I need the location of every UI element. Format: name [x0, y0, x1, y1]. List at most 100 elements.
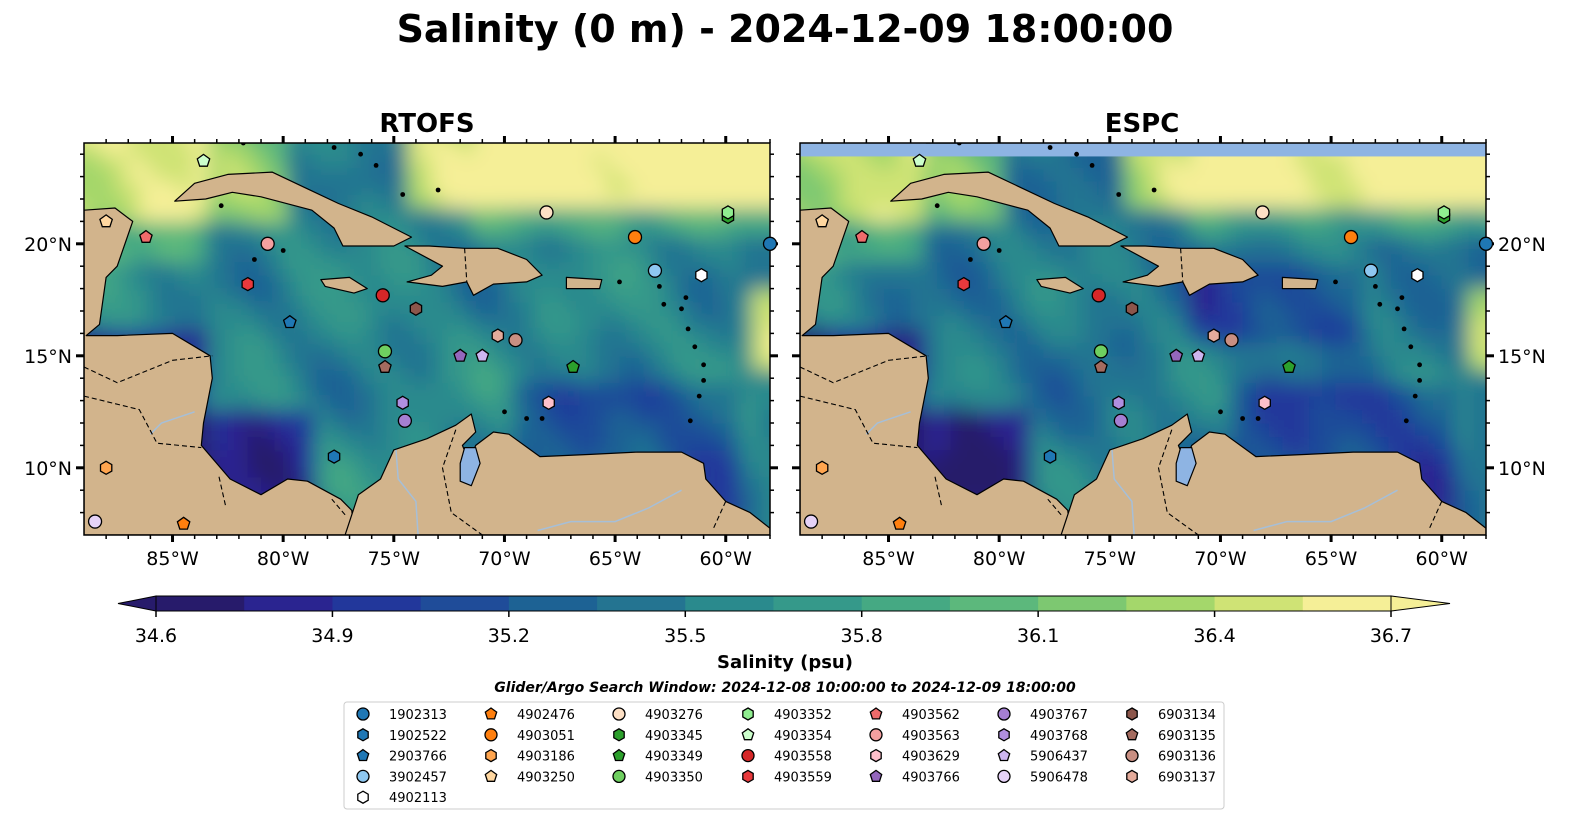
legend-marker-5906478: [997, 769, 1011, 784]
float-legend: 1902313 1902522 2903766 3902457 4902113 49024…: [343, 701, 1225, 810]
float-marker-4903051: [1343, 229, 1359, 245]
river-central-america: [149, 411, 195, 435]
float-marker-4903563: [260, 236, 275, 251]
small-island: [1089, 163, 1095, 168]
legend-label: 2903766: [389, 750, 447, 765]
small-island: [1417, 378, 1422, 383]
y-tick-label: 15°N: [1498, 346, 1546, 368]
legend-marker-2903766: [356, 748, 370, 762]
legend-label: 4903562: [902, 708, 960, 723]
espc-float-markers: [803, 153, 1494, 530]
float-marker-5906478: [87, 514, 103, 529]
legend-label: 4903352: [774, 708, 832, 723]
land-puertorico: [1281, 276, 1319, 290]
border-costa-rica: [218, 476, 227, 507]
rtofs-map-frame: [83, 142, 771, 536]
land-floridaTip: [209, 143, 275, 144]
legend-marker-4902113: [357, 790, 369, 804]
small-island: [524, 416, 529, 421]
small-island: [435, 187, 441, 193]
colorbar-tick-label: 34.6: [135, 625, 177, 647]
float-marker-4903768: [1112, 395, 1125, 411]
rtofs-axis-ticks: 85°W 80°W 75°W 70°W 65°W 60°W 10°N 15°N 20°N: [24, 136, 778, 570]
border-costa-rica: [934, 476, 943, 507]
legend-marker-4903051: [484, 728, 498, 742]
legend-label: 5906437: [1030, 750, 1088, 765]
small-island: [280, 248, 286, 253]
float-marker-4903349: [566, 359, 580, 373]
small-island: [400, 192, 406, 197]
small-island: [1151, 187, 1157, 193]
float-marker-6903136: [508, 332, 523, 348]
legend-label: 4902476: [517, 708, 575, 723]
float-marker-4903276: [1255, 205, 1270, 220]
legend-marker-4903559: [742, 769, 754, 784]
legend-marker-1902522: [357, 728, 369, 742]
small-island: [1116, 192, 1122, 197]
float-marker-4903352: [721, 205, 735, 220]
legend-marker-4903563: [869, 728, 883, 742]
legend-marker-6903137: [1126, 769, 1138, 784]
legend-marker-4903558: [741, 748, 755, 763]
float-marker-4903349: [1282, 359, 1296, 373]
search-window-text: Glider/Argo Search Window: 2024-12-08 10…: [494, 680, 1076, 696]
float-marker-4903629: [542, 395, 555, 411]
x-tick-label: 80°W: [257, 548, 310, 570]
colorbar-segment: [1038, 596, 1127, 611]
legend-marker-6903134: [1126, 707, 1138, 721]
float-marker-6903137: [1207, 328, 1221, 343]
legend-marker-4903276: [612, 707, 626, 721]
missing-data-band: [800, 143, 1486, 157]
espc-axis-ticks: 85°W 80°W 75°W 70°W 65°W 60°W 10°N 15°N 20°N: [792, 136, 1546, 570]
small-island: [1240, 416, 1245, 421]
small-island: [701, 378, 706, 383]
y-tick-label: 10°N: [1498, 458, 1546, 480]
float-marker-2903766: [282, 314, 297, 329]
legend-label: 4903276: [645, 708, 703, 723]
small-island: [685, 326, 691, 332]
colorbar-segment: [949, 596, 1039, 611]
small-island: [1395, 306, 1400, 312]
float-marker-1902313: [1478, 236, 1494, 251]
land-southAmerica: [1060, 413, 1486, 535]
legend-marker-4903352: [742, 707, 754, 721]
float-marker-4903350: [377, 344, 393, 359]
land-southAmerica: [344, 413, 770, 535]
float-marker-4902113: [1411, 267, 1424, 283]
border-panama: [1047, 498, 1062, 516]
small-island: [358, 151, 363, 157]
legend-marker-4903350: [612, 769, 626, 784]
small-island: [696, 393, 702, 399]
small-island: [1377, 301, 1383, 307]
small-island: [252, 257, 257, 262]
legend-marker-4903766: [869, 769, 883, 782]
espc-panel: ESPC 85°W 80°W 75°W 70°W 65°W 60°W 10°N 15°N 20°…: [792, 109, 1546, 570]
y-tick-label: 10°N: [24, 458, 72, 480]
colorbar-label: Salinity (psu): [717, 652, 853, 673]
float-marker-1902522: [327, 449, 341, 464]
x-tick-label: 85°W: [862, 548, 915, 570]
float-marker-4903558: [1091, 288, 1106, 303]
colorbar-segment: [244, 596, 334, 611]
colorbar-tick-label: 35.2: [488, 625, 530, 647]
small-island: [1403, 418, 1409, 424]
river-orinoco: [1253, 489, 1398, 532]
legend-label: 4903559: [774, 770, 832, 785]
legend-marker-4903562: [869, 707, 883, 720]
small-island: [996, 248, 1002, 253]
border-nicaragua: [84, 395, 202, 449]
x-tick-label: 65°W: [589, 548, 642, 570]
border-haiti-dr: [1180, 248, 1184, 282]
small-island: [1417, 362, 1422, 368]
legend-label: 4903345: [645, 729, 703, 744]
legend-marker-4903349: [612, 748, 626, 762]
float-marker-4903276: [539, 205, 554, 220]
small-island: [1412, 393, 1418, 399]
legend-marker-4903767: [997, 707, 1011, 721]
land-puertorico: [565, 276, 603, 290]
colorbar-segment: [156, 596, 245, 611]
float-marker-4903766: [1169, 348, 1184, 362]
land-jamaica: [1036, 276, 1084, 294]
colorbar-tick-label: 36.7: [1370, 625, 1412, 647]
legend-label: 4903186: [517, 750, 575, 765]
